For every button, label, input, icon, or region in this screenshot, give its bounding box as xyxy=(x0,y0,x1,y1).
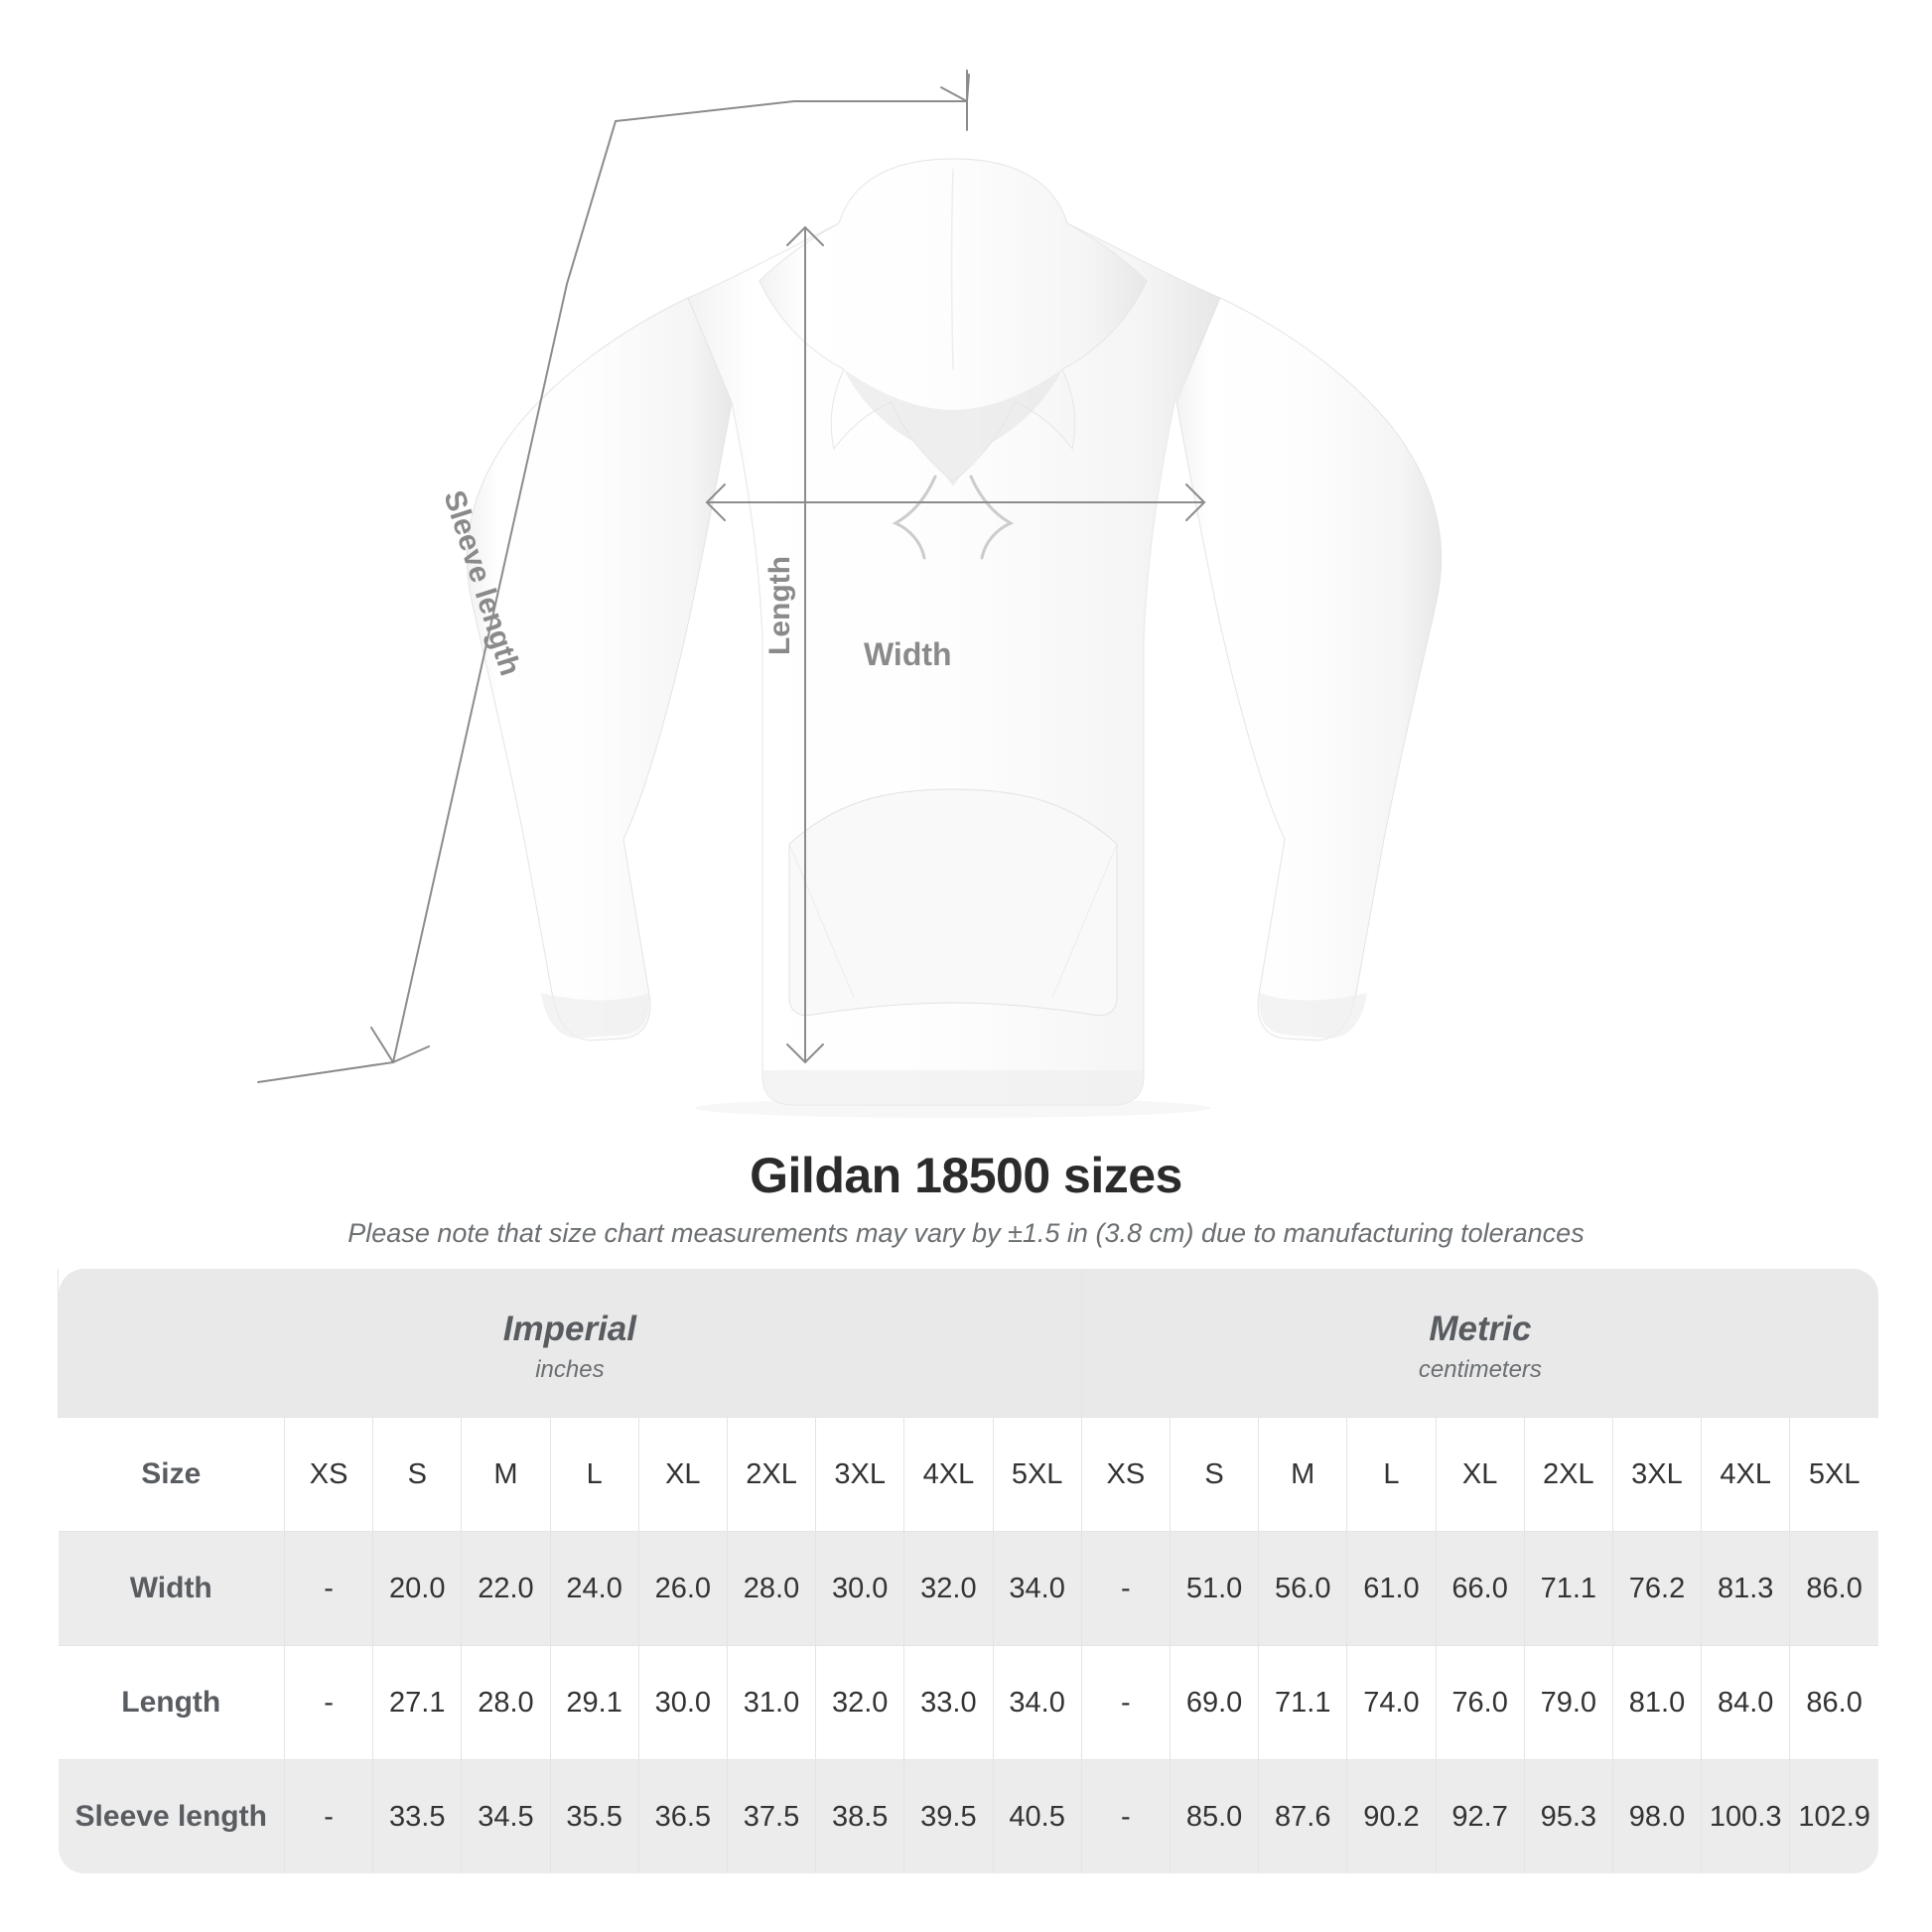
svg-text:Width: Width xyxy=(864,636,952,672)
svg-text:Length: Length xyxy=(763,556,796,655)
